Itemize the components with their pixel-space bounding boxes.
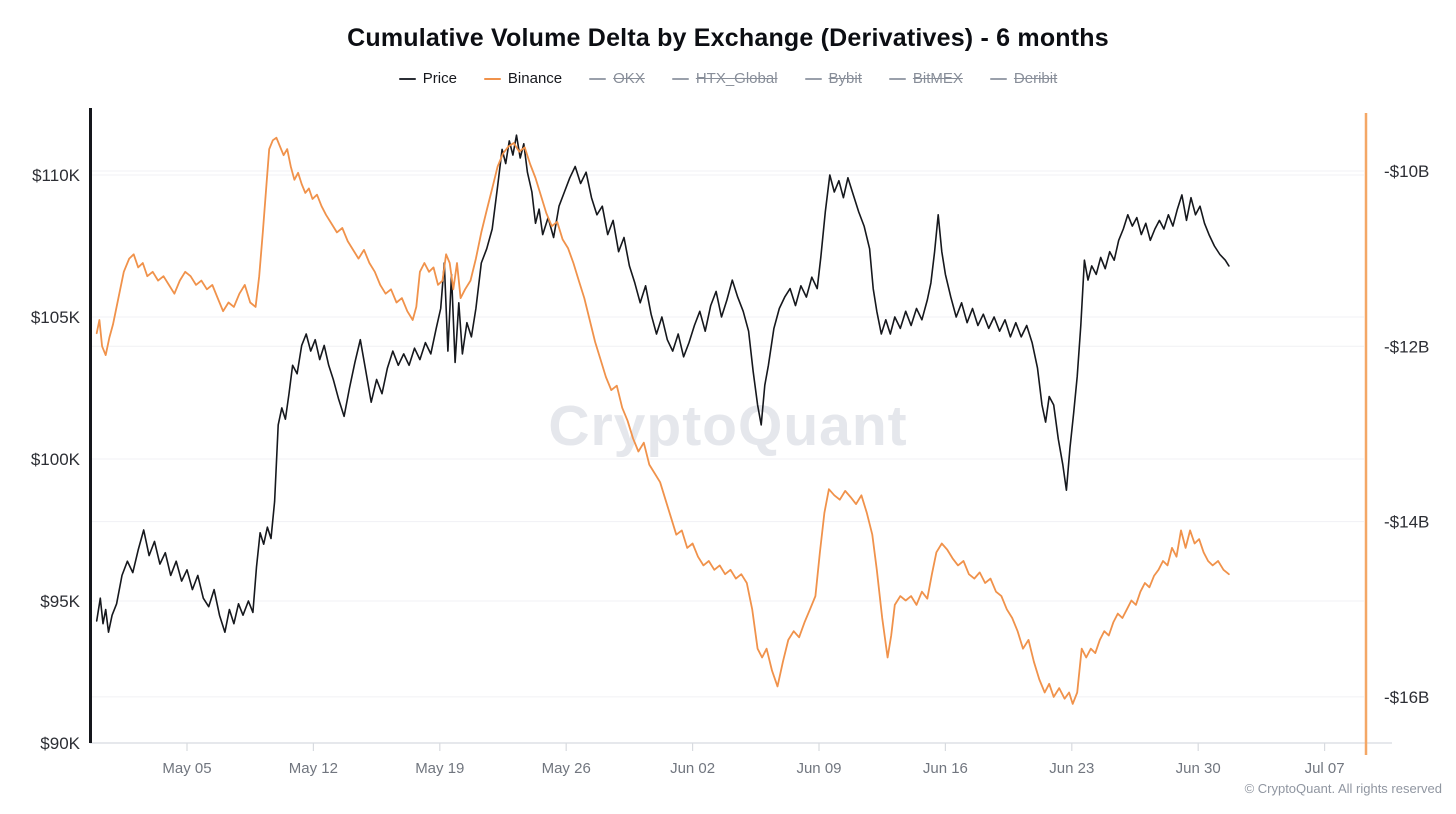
legend-label: OKX [613, 70, 645, 87]
legend-marker-price [398, 78, 416, 80]
legend-label: Bybit [828, 70, 862, 87]
binance-line [95, 136, 1230, 705]
y-axis-label-left: $105K [31, 308, 81, 327]
gridlines [91, 170, 1364, 698]
page-title: Cumulative Volume Delta by Exchange (Der… [347, 24, 1109, 52]
x-axis-label: May 05 [162, 760, 211, 777]
legend-marker-bitmex [888, 78, 906, 80]
legend-item-price[interactable]: Price [398, 70, 457, 88]
legend-item-deribit[interactable]: Deribit [989, 70, 1058, 88]
legend-marker-deribit [989, 78, 1007, 80]
axis-labels: $110K $105K $100K $95K $90K -$10B -$12B -$14B -$… [31, 162, 1430, 777]
y-axis-label-left: $95K [40, 592, 80, 611]
legend-item-okx[interactable]: OKX [589, 70, 645, 88]
x-axis-label: Jul 07 [1305, 760, 1345, 777]
x-axis-label: Jun 02 [670, 760, 715, 777]
legend-marker-okx [589, 78, 607, 80]
legend-label: HTX_Global [695, 70, 778, 87]
y-axis-label-right: -$16B [1384, 688, 1429, 707]
y-axis-label-right: -$12B [1384, 337, 1429, 356]
x-axis-label: Jun 30 [1176, 760, 1221, 777]
legend-label: Price [422, 70, 457, 87]
y-axis-label-left: $90K [40, 734, 80, 753]
legend-item-bitmex[interactable]: BitMEX [888, 70, 963, 88]
legend-item-htx_global[interactable]: HTX_Global [671, 70, 778, 88]
x-axis-label: May 26 [542, 760, 591, 777]
price-line [95, 134, 1230, 633]
legend-label: Deribit [1013, 70, 1058, 87]
y-axis-label-left: $110K [32, 166, 81, 185]
legend-marker-binance [483, 78, 501, 80]
legend-label: Binance [507, 70, 563, 87]
y-axis-label-left: $100K [31, 450, 81, 469]
legend-marker-bybit [804, 78, 822, 80]
x-axis-label: Jun 23 [1049, 760, 1094, 777]
legend-marker-htx_global [671, 78, 689, 80]
legend: Price Binance OKX HTX_Global Bybit BitMEX Deri… [0, 70, 1456, 88]
axes [89, 108, 1392, 755]
copyright-text: © CryptoQuant. All rights reserved [1244, 781, 1442, 796]
legend-item-bybit[interactable]: Bybit [804, 70, 862, 88]
legend-item-binance[interactable]: Binance [483, 70, 563, 88]
watermark: CryptoQuant [548, 394, 907, 458]
x-axis-label: Jun 09 [796, 760, 841, 777]
y-axis-label-right: -$10B [1384, 162, 1429, 181]
y-axis-label-right: -$14B [1384, 513, 1429, 532]
x-axis-label: May 12 [289, 760, 338, 777]
series-lines [95, 134, 1230, 705]
legend-label: BitMEX [912, 70, 963, 87]
x-axis-label: Jun 16 [923, 760, 968, 777]
x-axis-label: May 19 [415, 760, 464, 777]
